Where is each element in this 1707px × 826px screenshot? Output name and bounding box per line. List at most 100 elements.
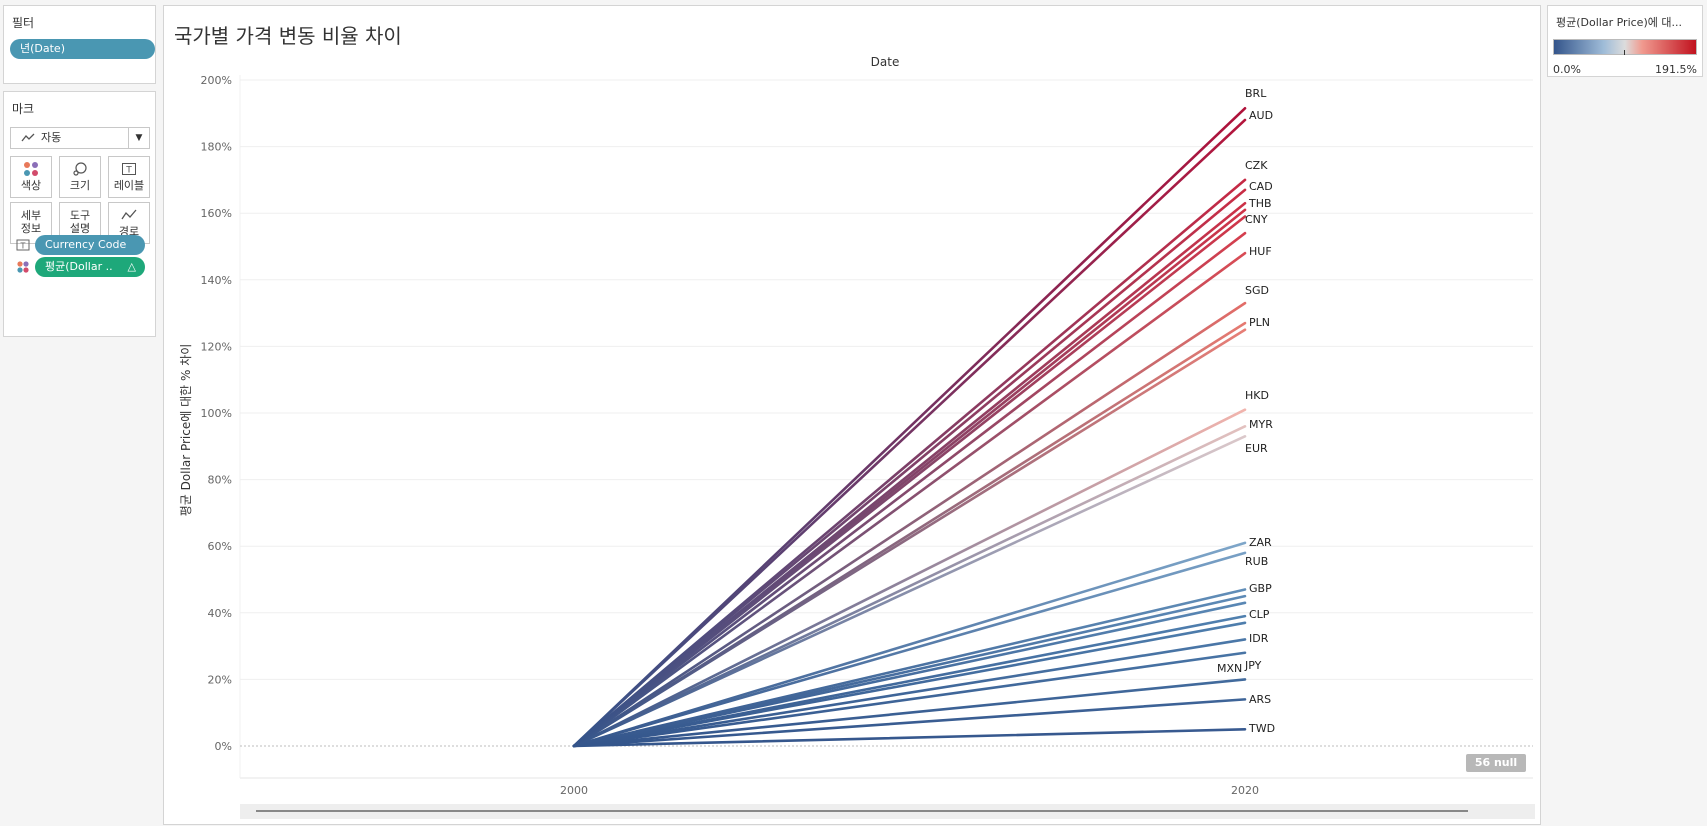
line-mark-icon: [21, 128, 35, 155]
y-tick-label: 80%: [208, 474, 232, 487]
gridlines: [239, 75, 1533, 779]
filters-panel: 필터 년(Date): [3, 5, 156, 84]
tooltip-label-line1: 도구: [69, 209, 91, 222]
x-tick-label: 2020: [1231, 784, 1259, 797]
x-tick-label: 2000: [560, 784, 588, 797]
mark-type-label: 자동: [41, 131, 62, 144]
color-dots-icon: [16, 260, 30, 277]
path-button-label: 경로: [118, 225, 140, 238]
y-tick-label: 180%: [201, 141, 232, 154]
series-label-thb: THB: [1248, 197, 1272, 210]
y-tick-label: 20%: [208, 673, 232, 686]
series-label-sgd: SGD: [1245, 284, 1269, 297]
series-label-czk: CZK: [1245, 159, 1268, 172]
series-line-twd[interactable]: [572, 728, 1247, 748]
mark-type-dropdown[interactable]: 자동 ▼: [10, 127, 150, 149]
shelf-pill-avg-dollar-price[interactable]: 평균(Dollar .. △: [35, 257, 145, 277]
color-button[interactable]: 색상: [10, 156, 52, 198]
series-label-pln: PLN: [1249, 316, 1270, 329]
y-tick-label: 140%: [201, 274, 232, 287]
color-button-label: 색상: [20, 179, 42, 192]
series-label-mxn: MXN: [1217, 662, 1242, 675]
label-button-label: 레이블: [113, 179, 145, 192]
size-button[interactable]: 크기: [59, 156, 101, 198]
y-tick-label: 200%: [201, 74, 232, 87]
series-label-idr: IDR: [1249, 632, 1269, 645]
series-line-pln[interactable]: [572, 321, 1247, 748]
detail-label-line2: 정보: [20, 222, 42, 235]
filter-pill-year-date[interactable]: 년(Date): [10, 39, 155, 59]
svg-text:T: T: [125, 166, 132, 176]
tooltip-label-line2: 설명: [69, 222, 91, 235]
series-line-thb[interactable]: [572, 201, 1247, 748]
series-line-eur[interactable]: [572, 435, 1247, 748]
tooltip-button-label: 도구 설명: [60, 209, 100, 235]
series-label-zar: ZAR: [1249, 536, 1272, 549]
series-label-cad: CAD: [1249, 180, 1273, 193]
series-line-sgd[interactable]: [572, 301, 1247, 748]
series-label-myr: MYR: [1249, 418, 1273, 431]
legend-gradient-bar[interactable]: [1553, 39, 1697, 55]
label-button[interactable]: T 레이블: [108, 156, 150, 198]
color-dots-icon: [11, 161, 51, 179]
series-lines: [572, 107, 1247, 748]
detail-button-label: 세부 정보: [11, 209, 51, 235]
series-label-hkd: HKD: [1245, 389, 1269, 402]
y-tick-label: 60%: [208, 540, 232, 553]
legend-max-label: 191.5%: [1655, 63, 1697, 76]
marks-title: 마크: [12, 102, 35, 116]
series-line-brl[interactable]: [572, 107, 1247, 748]
series-line-aud[interactable]: [572, 118, 1247, 748]
size-icon: [60, 161, 100, 179]
chevron-down-icon[interactable]: ▼: [128, 128, 149, 148]
legend-marker: [1624, 50, 1625, 55]
series-line-hkd[interactable]: [572, 408, 1247, 748]
series-label-jpy: JPY: [1244, 659, 1262, 672]
series-label-cny: CNY: [1245, 213, 1268, 226]
y-tick-label: 120%: [201, 340, 232, 353]
series-line-ars[interactable]: [572, 698, 1247, 748]
marks-panel: 마크 자동 ▼ 색상 크기 T 레이블 세부 정보 도구 설명 경로: [3, 91, 156, 337]
column-header-date: Date: [871, 55, 900, 69]
series-line-idr[interactable]: [572, 638, 1247, 748]
x-axis-ticks: 2000 2020: [560, 784, 1259, 797]
shelf-pill-currency-code[interactable]: Currency Code: [35, 235, 145, 255]
y-tick-label: 40%: [208, 607, 232, 620]
path-icon: [109, 207, 149, 225]
series-label-twd: TWD: [1248, 722, 1275, 735]
series-line-gbp[interactable]: [572, 588, 1247, 748]
series-label-clp: CLP: [1249, 608, 1270, 621]
filters-title: 필터: [12, 16, 35, 30]
series-line-clp[interactable]: [572, 614, 1247, 748]
series-line-rub[interactable]: [572, 551, 1247, 748]
y-tick-label: 0%: [215, 740, 232, 753]
legend-min-label: 0.0%: [1553, 63, 1581, 76]
chart-title: 국가별 가격 변동 비율 차이: [174, 24, 402, 48]
series-line-czk[interactable]: [572, 178, 1247, 748]
series-label-gbp: GBP: [1249, 582, 1272, 595]
series-line-huf[interactable]: [572, 231, 1247, 748]
null-badge[interactable]: 56 null: [1466, 754, 1526, 772]
shelf-pill-avg-dollar-price-label: 평균(Dollar ..: [45, 260, 113, 273]
series-labels: BRL AUD CZK CAD THB CNY HUF SGD PLN HKD MYR EUR ZAR R…: [1217, 87, 1275, 735]
label-T-icon: T: [16, 238, 30, 255]
series-label-rub: RUB: [1245, 555, 1268, 568]
y-tick-label: 100%: [201, 407, 232, 420]
series-line-myr[interactable]: [572, 425, 1247, 748]
series-line-unlabeled-8[interactable]: [572, 251, 1247, 748]
y-axis-ticks: 0% 20% 40% 60% 80% 100% 120% 140% 160% 180% 200%: [201, 74, 232, 753]
series-line-mxn[interactable]: [572, 678, 1247, 748]
size-button-label: 크기: [69, 179, 91, 192]
series-line-zar[interactable]: [572, 541, 1247, 748]
series-label-brl: BRL: [1245, 87, 1267, 100]
label-T-icon: T: [109, 161, 149, 179]
y-tick-label: 160%: [201, 207, 232, 220]
delta-icon: △: [127, 260, 136, 273]
svg-text:T: T: [20, 242, 26, 251]
legend-panel: 평균(Dollar Price)에 대... 0.0% 191.5%: [1547, 5, 1703, 77]
series-line-jpy[interactable]: [572, 651, 1247, 748]
chart-panel: 국가별 가격 변동 비율 차이: [163, 5, 1541, 825]
series-label-eur: EUR: [1245, 442, 1268, 455]
y-axis-label: 평균 Dollar Price에 대한 % 차이: [179, 344, 193, 517]
detail-label-line1: 세부: [20, 209, 42, 222]
